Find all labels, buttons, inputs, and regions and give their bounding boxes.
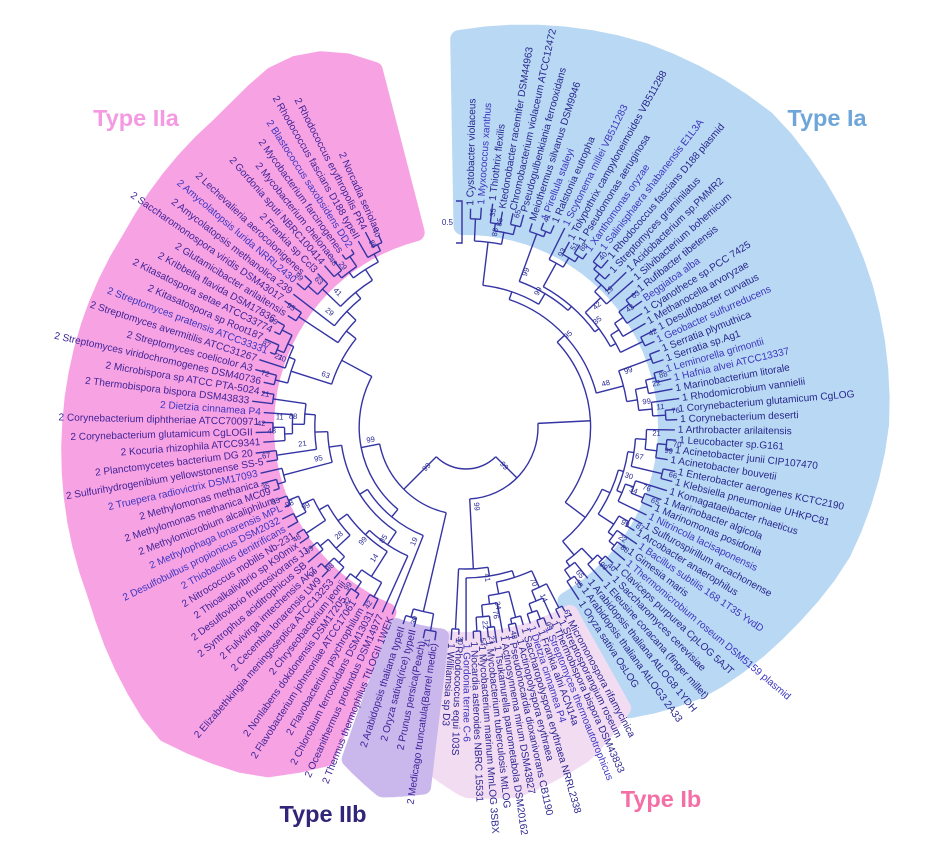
svg-text:85: 85 (494, 217, 504, 227)
svg-text:41: 41 (482, 573, 492, 583)
svg-text:0.5: 0.5 (442, 218, 454, 227)
svg-text:11: 11 (276, 412, 284, 421)
svg-text:35: 35 (488, 208, 498, 218)
svg-text:21: 21 (298, 439, 307, 449)
svg-text:67: 67 (634, 451, 644, 461)
svg-text:88: 88 (490, 227, 500, 237)
svg-text:Type Ib: Type Ib (621, 786, 702, 812)
svg-text:99: 99 (366, 435, 376, 445)
svg-text:Type IIb: Type IIb (279, 801, 366, 827)
svg-text:21: 21 (260, 389, 270, 399)
svg-text:99: 99 (472, 502, 482, 511)
svg-text:76: 76 (491, 610, 501, 620)
svg-text:88: 88 (289, 412, 298, 421)
svg-text:Type IIa: Type IIa (93, 105, 180, 131)
svg-text:99: 99 (642, 396, 652, 406)
svg-text:11: 11 (656, 402, 665, 412)
svg-text:48: 48 (267, 426, 276, 435)
svg-text:Type Ia: Type Ia (787, 105, 867, 131)
svg-text:21: 21 (652, 429, 661, 438)
svg-text:22: 22 (480, 620, 490, 629)
svg-text:34: 34 (493, 601, 503, 611)
